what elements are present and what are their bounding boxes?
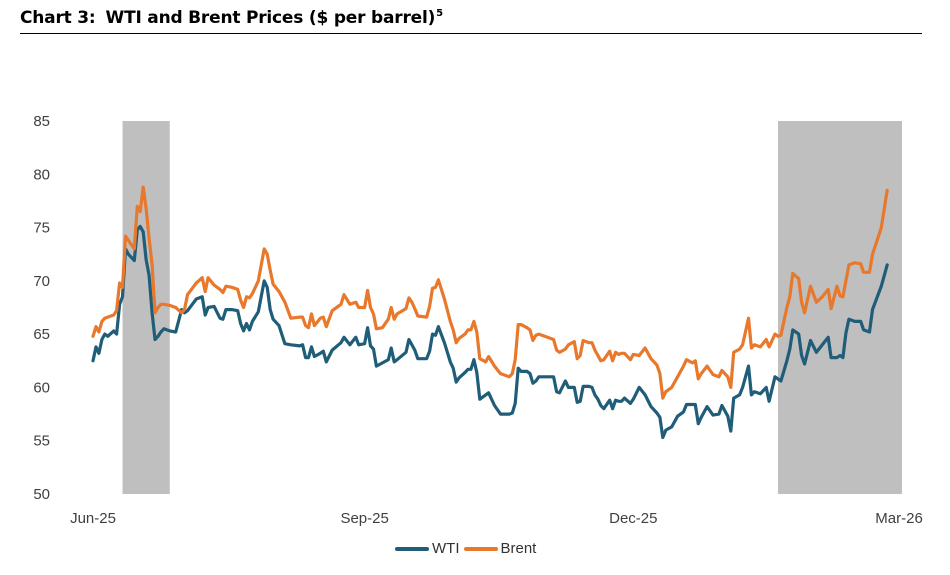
footnote-marker: 5 bbox=[436, 8, 443, 19]
shaded-periods bbox=[122, 121, 902, 494]
shaded-period-2 bbox=[777, 121, 902, 494]
legend-swatch-brent bbox=[463, 546, 498, 551]
x-axis: Jun-25 Sep-25 Dec-25 Mar-26 bbox=[70, 510, 923, 527]
x-tick-label: Dec-25 bbox=[609, 510, 657, 527]
y-tick-label: 55 bbox=[33, 433, 50, 450]
y-tick-label: 60 bbox=[33, 379, 50, 396]
y-axis: 50 55 60 65 70 75 80 85 bbox=[33, 113, 50, 503]
legend-swatch-wti bbox=[395, 546, 429, 551]
y-tick-label: 70 bbox=[33, 273, 50, 290]
y-tick-label: 75 bbox=[33, 220, 50, 237]
y-tick-label: 65 bbox=[33, 326, 50, 343]
y-tick-label: 50 bbox=[33, 486, 50, 503]
shaded-period-1 bbox=[122, 121, 170, 494]
series-line-brent bbox=[91, 185, 889, 400]
y-tick-label: 80 bbox=[33, 166, 50, 183]
x-tick-label: Sep-25 bbox=[340, 510, 388, 527]
title-underline bbox=[20, 33, 922, 34]
price-line-chart: 50 55 60 65 70 75 80 85 Jun-25 Sep-25 Dec-25 Mar-2… bbox=[33, 113, 923, 527]
x-tick-label: Mar-26 bbox=[875, 510, 923, 527]
chart-legend: WTI Brent bbox=[395, 540, 540, 557]
chart-title-text: WTI and Brent Prices ($ per barrel) bbox=[105, 8, 436, 28]
series-line-wti bbox=[91, 224, 889, 440]
x-tick-label: Jun-25 bbox=[70, 510, 116, 527]
y-tick-label: 85 bbox=[33, 113, 50, 130]
legend-label-brent: Brent bbox=[500, 540, 537, 557]
chart-number: Chart 3: bbox=[20, 8, 96, 28]
legend-label-wti: WTI bbox=[432, 540, 460, 557]
legend-item-brent: Brent bbox=[463, 540, 537, 557]
series-lines bbox=[91, 185, 889, 440]
legend-item-wti: WTI bbox=[395, 540, 460, 557]
chart-title: Chart 3: WTI and Brent Prices ($ per barr… bbox=[20, 8, 443, 28]
